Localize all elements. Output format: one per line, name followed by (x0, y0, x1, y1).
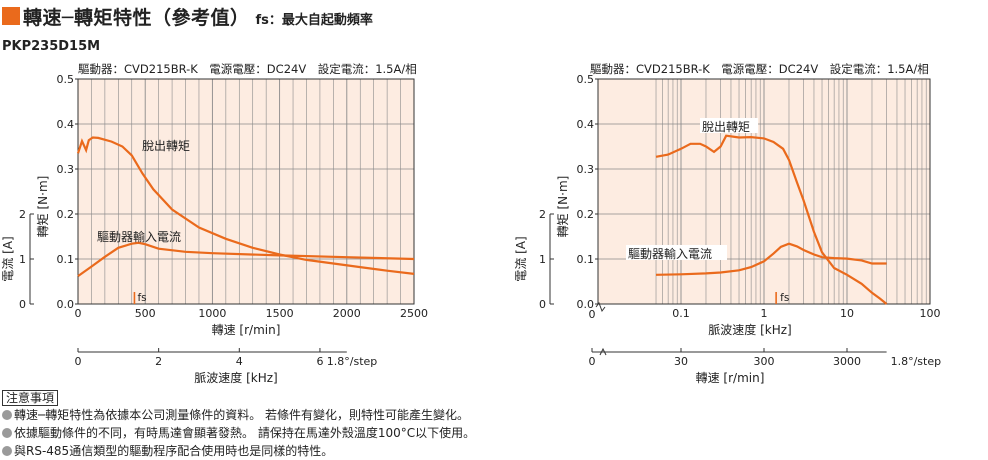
note-item: 依據驅動條件的不同，有時馬達會顯著發熱。 請保持在馬達外殼溫度100°C以下使用… (2, 424, 562, 442)
x-tick-label: 1500 (266, 307, 294, 320)
y-tick-label: 0.0 (577, 298, 595, 311)
x-tick-label: 0.1 (672, 307, 690, 320)
y-tick-label: 0.3 (577, 163, 595, 176)
x2-tick-label: 4 (236, 355, 243, 368)
driver-info-1: 驅動器：CVD215BR-K 電源電壓：DC24V 設定電流：1.5A/相 (78, 62, 417, 76)
x2-tick-label: 0 (589, 355, 596, 368)
series-label-current-2: 驅動器輸入電流 (628, 246, 712, 261)
series-label-pullout-1: 脫出轉矩 (142, 138, 190, 153)
x-tick-label: 500 (135, 307, 156, 320)
y-tick-label: 0.4 (57, 118, 75, 131)
x-axis-label-1: 轉速 [r/min] (212, 323, 281, 337)
series-label-bg (700, 118, 758, 133)
notes-section: 注意事項 轉速─轉矩特性為依據本公司測量條件的資料。 若條件有變化，則特性可能產… (2, 387, 562, 460)
y2-tick-label: 1 (19, 253, 26, 266)
y2-axis-label-1: 電流 [A] (1, 236, 15, 281)
series-line-input-current-2 (655, 242, 887, 276)
y-tick-label: 0.1 (57, 253, 75, 266)
note-item: 轉速─轉矩特性為依據本公司測量條件的資料。 若條件有變化，則特性可能產生變化。 (2, 406, 562, 424)
x2-axis-label-2: 轉速 [r/min] (696, 371, 765, 385)
x-tick-label: 100 (920, 307, 941, 320)
plot-frame-2 (597, 78, 931, 305)
series-line-pullout-torque-2 (655, 134, 888, 305)
y2-tick-label: 2 (539, 208, 546, 221)
y2-tick-label: 0 (539, 298, 546, 311)
note-item: 與RS-485通信類型的驅動程序配合使用時也是同樣的特性。 (2, 442, 562, 460)
x-tick-label: 10 (840, 307, 854, 320)
x2-tick-label: 30 (674, 355, 688, 368)
y2-tick-label: 0 (19, 298, 26, 311)
y-tick-label: 0.1 (577, 253, 595, 266)
x2-tick-label: 3000 (833, 355, 861, 368)
x-zero-label-2: 0 (589, 308, 596, 321)
step-label-2: 1.8°/step (891, 355, 942, 368)
notes-heading: 注意事項 (2, 390, 59, 406)
y-tick-label: 0.0 (57, 298, 75, 311)
page-title: 轉速─轉矩特性（參考值） (23, 6, 250, 29)
y-axis-label-2: 轉矩 [N·m] (556, 176, 570, 238)
plot-area-1 (78, 79, 414, 304)
x2-tick-label: 0 (75, 355, 82, 368)
bullet-icon (2, 428, 12, 438)
bullet-icon (2, 446, 12, 456)
x-tick-label: 2500 (400, 307, 428, 320)
x2-tick-label: 300 (754, 355, 775, 368)
fs-label-2: fs (780, 292, 789, 304)
bullet-icon (2, 410, 12, 420)
x2-axis-label-1: 脈波速度 [kHz] (194, 370, 277, 385)
driver-info-2: 驅動器：CVD215BR-K 電源電壓：DC24V 設定電流：1.5A/相 (590, 62, 929, 76)
y2-axis-label-2: 電流 [A] (514, 236, 528, 281)
y-tick-label: 0.3 (57, 163, 75, 176)
plot-frame-1 (77, 78, 415, 305)
fs-label-1: fs (137, 292, 146, 304)
series-label-bg (626, 245, 727, 260)
model-name: PKP235D15M (2, 39, 101, 54)
series-line-input-current-1 (77, 241, 415, 277)
x-tick-label: 1000 (198, 307, 226, 320)
x-tick-label: 1 (761, 307, 768, 320)
series-label-current-1: 驅動器輸入電流 (97, 229, 181, 244)
header-title-row: 轉速─轉矩特性（參考值） fs：最大自起動頻率 (2, 1, 373, 31)
y-tick-label: 0.5 (57, 73, 75, 86)
series-label-pullout-2: 脫出轉矩 (702, 119, 750, 134)
axis-break-icon (595, 301, 606, 313)
y-tick-label: 0.2 (577, 208, 595, 221)
x-tick-label: 2000 (333, 307, 361, 320)
title-accent-square (2, 7, 20, 25)
y-tick-label: 0.2 (57, 208, 75, 221)
x-tick-label: 0 (75, 307, 82, 320)
step-label-1: 1.8°/step (327, 355, 378, 368)
y-tick-label: 0.4 (577, 118, 595, 131)
page-subtitle: fs：最大自起動頻率 (255, 12, 373, 28)
y2-tick-label: 1 (539, 253, 546, 266)
x2-tick-label: 6 (316, 355, 323, 368)
series-line-pullout-torque-1 (76, 136, 415, 275)
x-axis-label-2: 脈波速度 [kHz] (708, 322, 791, 337)
y-tick-label: 0.5 (577, 73, 595, 86)
axis-break-icon (599, 347, 607, 356)
x2-tick-label: 2 (155, 355, 162, 368)
y-axis-label-1: 轉矩 [N·m] (36, 176, 50, 238)
y2-tick-label: 2 (19, 208, 26, 221)
